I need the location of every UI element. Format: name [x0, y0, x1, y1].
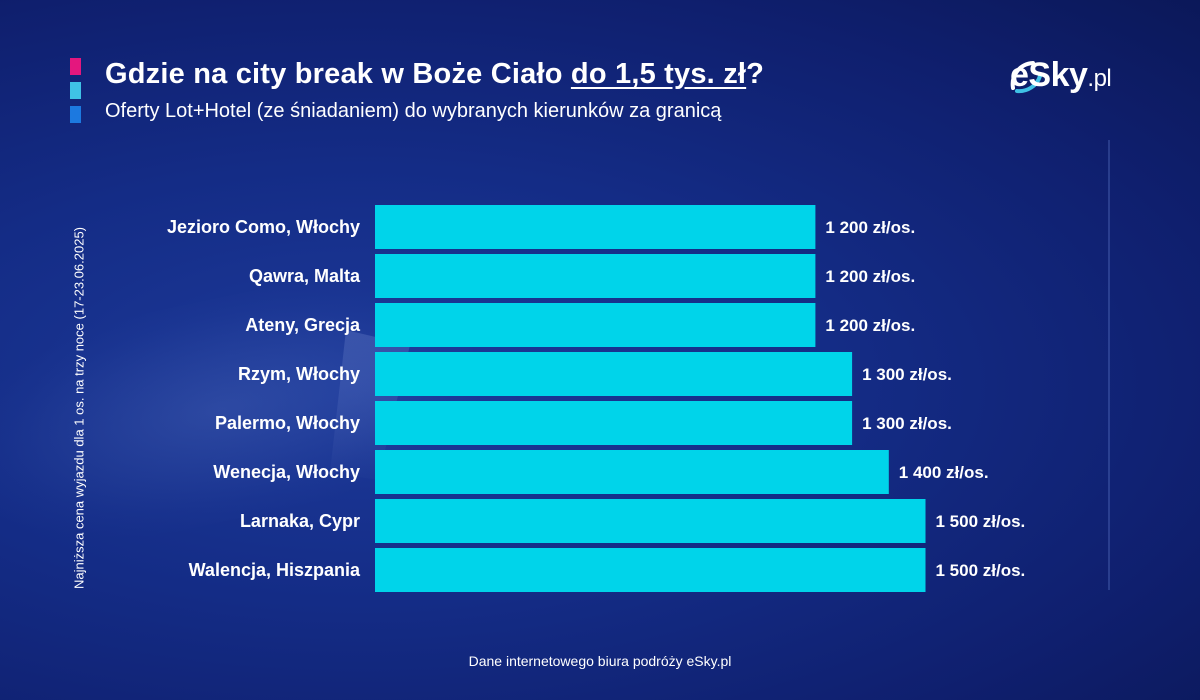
bar-3: [375, 352, 853, 396]
background-divider-line: [1108, 140, 1110, 590]
source-footer: Dane internetowego biura podróży eSky.pl: [468, 653, 732, 669]
value-label-3: 1 300 zł/os.: [862, 365, 952, 384]
category-label-2: Ateny, Grecja: [245, 315, 361, 335]
category-label-6: Larnaka, Cypr: [240, 511, 360, 531]
bar-4: [375, 401, 853, 445]
logo-brand: eSky: [1010, 56, 1088, 94]
category-label-4: Palermo, Włochy: [215, 413, 360, 433]
accent-bar-cyan: [70, 82, 81, 99]
accent-bar-blue: [70, 106, 81, 123]
value-label-4: 1 300 zł/os.: [862, 414, 952, 433]
bar-2: [375, 303, 816, 347]
bar-0: [375, 205, 816, 249]
logo-domain: .pl: [1087, 65, 1112, 92]
value-label-5: 1 400 zł/os.: [899, 463, 989, 482]
accent-bar-pink: [70, 58, 81, 75]
chart-title-prefix: Gdzie na city break w Boże Ciało: [105, 58, 571, 90]
chart-title-suffix: ?: [746, 58, 765, 90]
value-label-6: 1 500 zł/os.: [936, 512, 1026, 531]
value-label-2: 1 200 zł/os.: [825, 316, 915, 335]
category-label-3: Rzym, Włochy: [238, 364, 360, 384]
chart-subtitle: Oferty Lot+Hotel (ze śniadaniem) do wybr…: [105, 100, 722, 122]
esky-swoosh-icon: [1010, 61, 1042, 94]
bar-5: [375, 450, 889, 494]
category-label-0: Jezioro Como, Włochy: [167, 217, 360, 237]
category-label-1: Qawra, Malta: [249, 266, 361, 286]
value-label-1: 1 200 zł/os.: [825, 267, 915, 286]
category-label-7: Walencja, Hiszpania: [189, 560, 361, 580]
bar-1: [375, 254, 816, 298]
esky-logo[interactable]: eSky.pl: [1010, 56, 1112, 95]
bar-6: [375, 499, 926, 543]
chart-title-highlight: do 1,5 tys. zł: [570, 58, 747, 90]
value-label-7: 1 500 zł/os.: [936, 561, 1026, 580]
value-label-0: 1 200 zł/os.: [825, 218, 915, 237]
bar-7: [375, 548, 926, 592]
category-label-5: Wenecja, Włochy: [213, 462, 360, 482]
chart-title: Gdzie na city break w Boże Ciało do 1,5 …: [105, 58, 764, 91]
